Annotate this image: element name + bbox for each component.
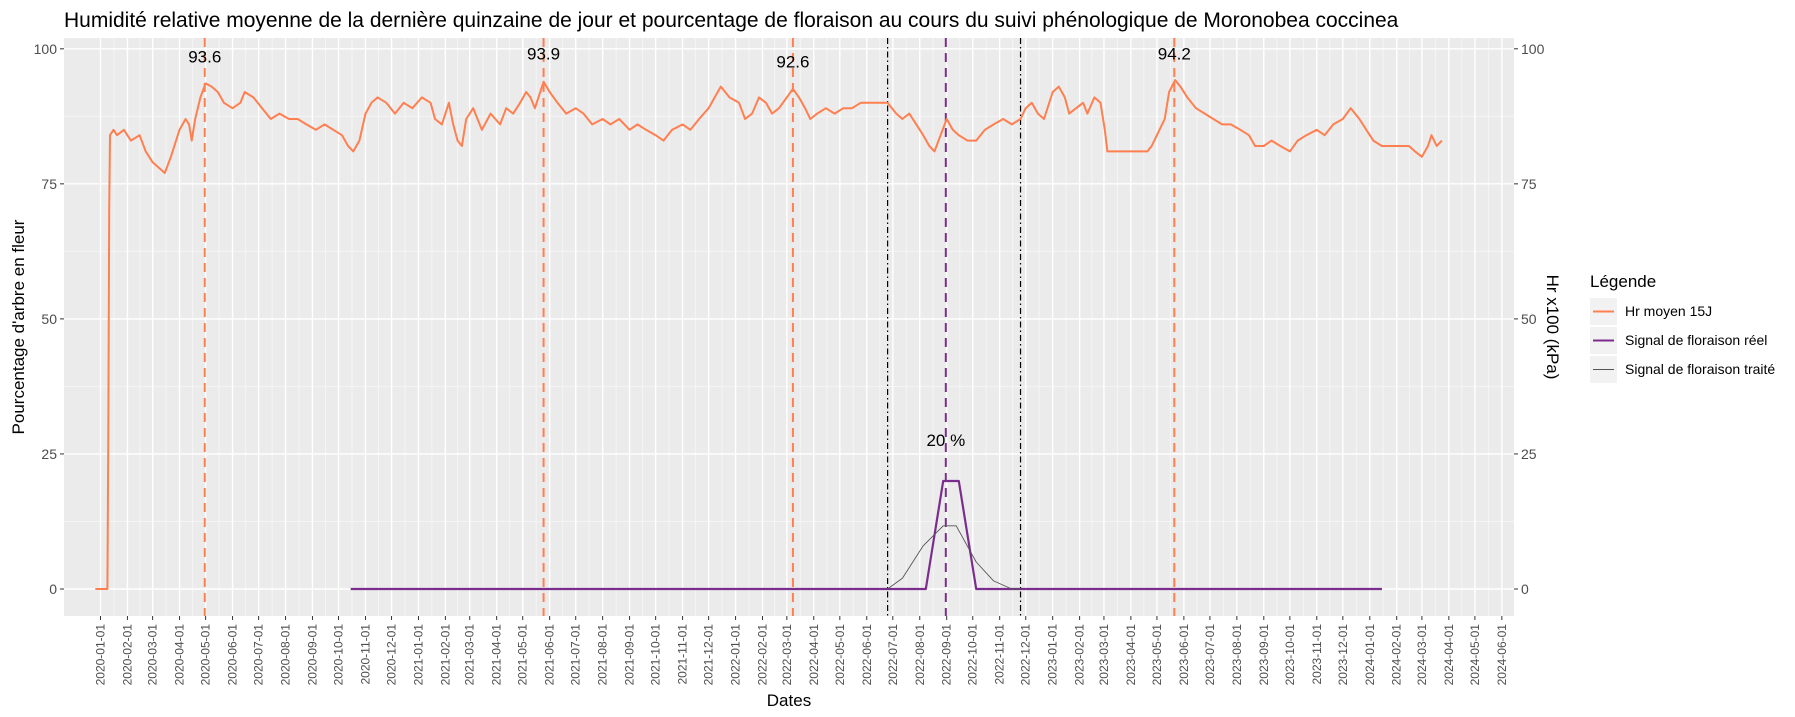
legend-item-label: Signal de floraison réel [1625,332,1767,348]
y-axis-left: 0 25 50 75 100 [34,41,64,597]
x-tick-label: 2022-04-01 [807,624,821,686]
y-tick-label: 50 [41,311,57,327]
y-right-tick-label: 0 [1521,581,1529,597]
x-tick-label: 2021-05-01 [516,624,530,686]
x-tick-label: 2023-11-01 [1310,624,1324,685]
x-tick-label: 2022-12-01 [1019,624,1033,686]
y-axis-right: 0 25 50 75 100 [1514,41,1545,597]
x-tick-label: 2021-01-01 [411,624,425,686]
x-axis: 2020-01-01 2020-02-01 2020-03-01 2020-04-01… [93,616,1509,686]
series-line-1 [95,79,1443,590]
y-tick-label: 75 [41,176,57,192]
y-right-tick-label: 75 [1521,176,1537,192]
x-tick-label: 2022-01-01 [729,624,743,686]
chart-title: Humidité relative moyenne de la dernière… [64,9,1399,32]
x-tick-label: 2024-05-01 [1468,624,1482,686]
y-right-tick-label: 100 [1521,41,1545,57]
y-axis-right-title: Hr x100 (kPa) [1543,275,1562,380]
x-tick-label: 2022-11-01 [993,624,1007,685]
x-tick-label: 2022-07-01 [886,624,900,686]
annotation-label: 93.6 [188,47,221,66]
x-tick-label: 2021-08-01 [596,624,610,686]
x-tick-label: 2023-03-01 [1097,624,1111,686]
x-tick-label: 2021-12-01 [702,624,716,686]
x-tick-label: 2023-01-01 [1046,624,1060,686]
x-tick-label: 2020-07-01 [252,624,266,686]
x-tick-label: 2023-10-01 [1283,624,1297,686]
x-tick-label: 2022-02-01 [756,624,770,686]
x-tick-label: 2024-04-01 [1442,624,1456,686]
x-tick-label: 2021-07-01 [569,624,583,686]
legend-item-label: Hr moyen 15J [1625,303,1712,319]
x-tick-label: 2023-05-01 [1150,624,1164,686]
annotations: 93.6 93.9 92.6 94.2 20 % [188,45,1191,450]
x-tick-label: 2024-03-01 [1415,624,1429,686]
x-tick-label: 2023-12-01 [1336,624,1350,686]
reference-lines [203,38,1176,616]
x-tick-label: 2020-03-01 [146,624,160,686]
series-line-2 [350,479,1382,591]
x-tick-label: 2022-06-01 [860,624,874,686]
y-axis-title: Pourcentage d'arbre en fleur [9,219,28,434]
legend-title: Légende [1590,272,1656,291]
x-tick-label: 2020-09-01 [305,624,319,686]
y-right-tick-label: 25 [1521,446,1537,462]
x-tick-label: 2020-04-01 [173,624,187,686]
annotation-label: 20 % [926,431,965,450]
x-tick-label: 2023-09-01 [1257,624,1271,686]
x-tick-label: 2021-10-01 [649,624,663,686]
x-tick-label: 2023-06-01 [1177,624,1191,686]
x-tick-label: 2024-06-01 [1495,624,1509,686]
x-tick-label: 2022-05-01 [833,624,847,686]
legend-item-label: Signal de floraison traité [1625,361,1775,377]
x-tick-label: 2020-06-01 [226,624,240,686]
x-tick-label: 2024-01-01 [1363,624,1377,686]
x-tick-label: 2020-08-01 [279,624,293,686]
y-tick-label: 25 [41,446,57,462]
x-tick-label: 2021-04-01 [490,624,504,686]
annotation-label: 94.2 [1158,45,1191,64]
x-tick-label: 2021-11-01 [676,624,690,685]
x-tick-label: 2022-08-01 [913,624,927,686]
x-tick-label: 2023-02-01 [1073,624,1087,686]
x-tick-label: 2020-11-01 [358,624,372,685]
series-lines [95,79,1443,591]
y-right-tick-label: 50 [1521,311,1537,327]
x-tick-label: 2023-07-01 [1203,624,1217,686]
x-tick-label: 2021-09-01 [623,624,637,686]
x-tick-label: 2020-05-01 [199,624,213,686]
legend: Légende Hr moyen 15J Signal de floraison … [1590,272,1775,383]
x-tick-label: 2023-04-01 [1124,624,1138,686]
x-tick-label: 2020-01-01 [93,624,107,686]
x-tick-label: 2024-02-01 [1390,624,1404,686]
x-tick-label: 2020-02-01 [120,624,134,686]
x-tick-label: 2021-02-01 [438,624,452,686]
y-tick-label: 0 [49,581,57,597]
x-tick-label: 2022-10-01 [966,624,980,686]
x-tick-label: 2021-06-01 [543,624,557,686]
x-tick-label: 2022-03-01 [780,624,794,686]
x-tick-label: 2020-12-01 [385,624,399,686]
x-tick-label: 2022-09-01 [940,624,954,686]
x-tick-label: 2023-08-01 [1230,624,1244,686]
x-tick-label: 2020-10-01 [332,624,346,686]
x-tick-label: 2021-03-01 [463,624,477,686]
annotation-label: 92.6 [776,53,809,72]
y-tick-label: 100 [34,41,58,57]
x-axis-title: Dates [767,691,811,710]
annotation-label: 93.9 [527,45,560,64]
plot-background [64,38,1514,616]
series-line-3 [887,525,1021,590]
